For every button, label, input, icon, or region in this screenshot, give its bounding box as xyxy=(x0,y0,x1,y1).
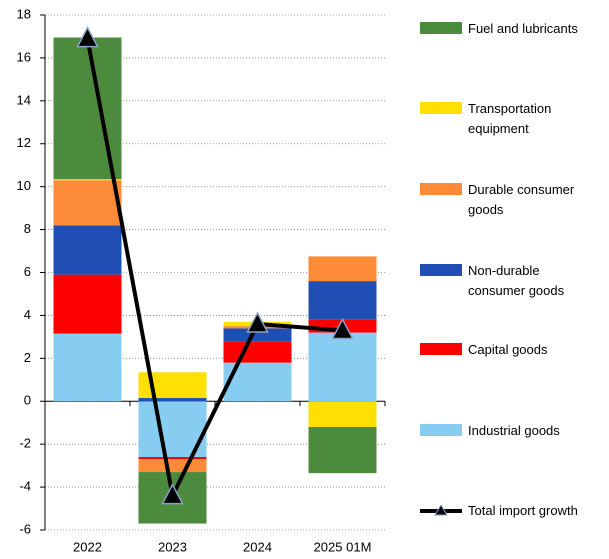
legend-swatch xyxy=(420,343,462,355)
bar-segment xyxy=(138,398,207,402)
y-tick-label: 10 xyxy=(17,178,31,193)
bar-segment xyxy=(138,457,207,460)
legend-label: Non-durable consumer goods xyxy=(468,263,565,298)
legend-label: Total import growth xyxy=(468,503,578,518)
bar-segment xyxy=(308,427,377,474)
bar-segment xyxy=(308,256,377,282)
y-tick-label: -4 xyxy=(19,479,31,494)
legend-label: Industrial goods xyxy=(468,423,560,438)
y-tick-label: 12 xyxy=(17,135,31,150)
total-line xyxy=(85,38,343,502)
y-tick-label: 2 xyxy=(24,350,31,365)
legend-swatch xyxy=(420,102,462,114)
x-tick-label: 2022 xyxy=(73,539,102,554)
x-tick-label: 2025 01M xyxy=(314,539,372,554)
bar-segment xyxy=(308,401,377,427)
x-tick-label: 2023 xyxy=(158,539,187,554)
legend-item: Industrial goods xyxy=(420,423,605,468)
legend-swatch xyxy=(420,264,462,276)
line-marker xyxy=(161,483,184,505)
bar-segment xyxy=(308,281,377,320)
legend-item: Transportation equipment xyxy=(420,101,605,146)
y-tick-label: 0 xyxy=(24,393,31,408)
legend-marker xyxy=(434,504,448,516)
bar-segment xyxy=(223,328,292,342)
legend-item: Fuel and lubricants xyxy=(420,21,605,66)
legend-item: Durable consumer goods xyxy=(420,182,605,227)
y-tick-label: -2 xyxy=(19,436,31,451)
legend-label: Fuel and lubricants xyxy=(468,21,578,36)
legend-line xyxy=(420,504,462,516)
legend-item: Non-durable consumer goods xyxy=(420,263,605,308)
legend-label: Durable consumer goods xyxy=(468,182,575,217)
legend-item: Total import growth xyxy=(420,503,605,548)
legend-swatch xyxy=(420,22,462,34)
bar-segment xyxy=(53,333,122,402)
y-tick-label: 6 xyxy=(24,264,31,279)
legend-swatch xyxy=(420,424,462,436)
y-tick-label: -6 xyxy=(19,521,31,536)
bar-segment xyxy=(53,179,122,181)
bar-segment xyxy=(53,225,122,275)
y-tick-label: 4 xyxy=(24,307,31,322)
bar-segment xyxy=(138,459,207,473)
line-marker xyxy=(76,25,99,48)
legend-swatch xyxy=(420,504,462,516)
bar-segment xyxy=(53,180,122,226)
y-tick-label: 14 xyxy=(17,92,31,107)
bar-segment xyxy=(308,332,377,402)
y-tick-label: 16 xyxy=(17,49,31,64)
y-tick-label: 18 xyxy=(17,6,31,21)
legend-swatch xyxy=(420,183,462,195)
chart: -6 -4 -2 0 2 4 6 8 10 12 14 16 18 2022 2023 2024 2025 01… xyxy=(17,6,386,554)
x-tick-label: 2024 xyxy=(243,539,272,554)
bar-segment xyxy=(223,341,292,363)
legend-item: Capital goods xyxy=(420,342,605,387)
y-tick-label: 8 xyxy=(24,221,31,236)
bar-segment xyxy=(53,274,122,334)
line-marker xyxy=(246,311,269,333)
legend-label: Capital goods xyxy=(468,342,548,357)
line-marker xyxy=(331,317,354,340)
legend-label: Transportation equipment xyxy=(468,101,552,136)
